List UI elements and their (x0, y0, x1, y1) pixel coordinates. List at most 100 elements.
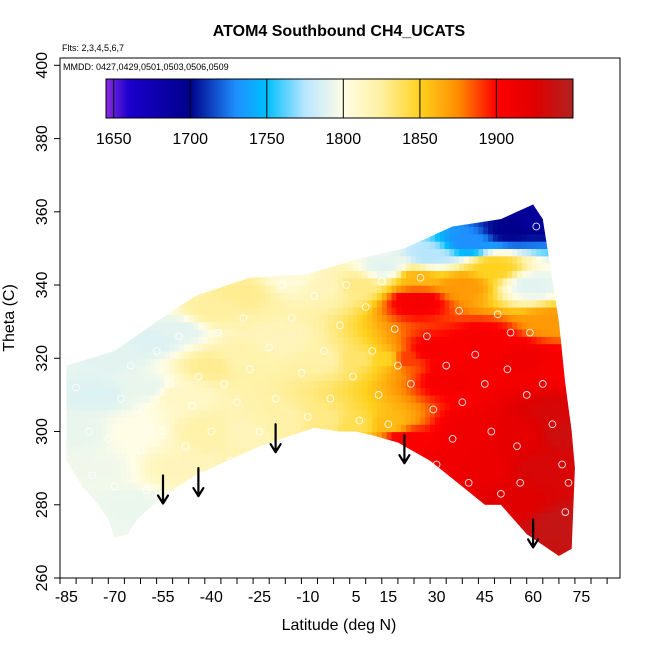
heatmap-cell (294, 255, 301, 264)
heatmap-cell (401, 372, 407, 381)
heatmap-cell (188, 526, 195, 535)
heatmap-cell (463, 211, 470, 220)
heatmap-cell (227, 497, 233, 506)
heatmap-cell (299, 541, 306, 550)
heatmap-cell (449, 416, 455, 425)
heatmap-cell (323, 504, 330, 513)
heatmap-cell (237, 263, 243, 271)
heatmap-cell (241, 285, 248, 293)
heatmap-cell (381, 365, 388, 374)
heatmap-cell (77, 241, 84, 250)
heatmap-cell (478, 358, 484, 367)
heatmap-cell (97, 241, 103, 250)
heatmap-cell (222, 497, 228, 506)
heatmap-cell (502, 343, 508, 352)
heatmap-cell (328, 292, 335, 301)
heatmap-cell (372, 350, 378, 359)
heatmap-cell (150, 365, 156, 374)
heatmap-cell (125, 241, 132, 250)
heatmap-cell (410, 263, 417, 271)
heatmap-cell (140, 416, 146, 425)
heatmap-cell (140, 307, 146, 315)
heatmap-cell (483, 497, 489, 506)
heatmap-cell (275, 541, 282, 550)
heatmap-cell (517, 424, 523, 433)
heatmap-cell (77, 438, 84, 447)
heatmap-cell (145, 438, 151, 447)
heatmap-cell (294, 285, 301, 293)
heatmap-cell (488, 504, 494, 513)
heatmap-cell (420, 460, 426, 469)
heatmap-cell (72, 350, 79, 359)
heatmap-cell (280, 270, 286, 279)
heatmap-cell (261, 416, 267, 425)
heatmap-cell (319, 204, 325, 206)
heatmap-cell (280, 556, 285, 564)
heatmap-cell (241, 307, 248, 315)
heatmap-cell (497, 248, 504, 257)
heatmap-cell (217, 460, 224, 469)
heatmap-cell (125, 519, 132, 528)
heatmap-cell (333, 526, 339, 535)
heatmap-cell (106, 285, 113, 293)
heatmap-cell (212, 446, 219, 455)
heatmap-cell (265, 380, 272, 389)
heatmap-cell (415, 204, 422, 213)
heatmap-cell (97, 409, 103, 418)
heatmap-cell (401, 365, 407, 374)
heatmap-cell (294, 321, 301, 330)
heatmap-cell (444, 416, 451, 425)
heatmap-cell (323, 350, 330, 359)
heatmap-cell (159, 321, 166, 330)
heatmap-cell (198, 409, 204, 418)
heatmap-cell (463, 519, 470, 528)
heatmap-cell (415, 468, 422, 477)
heatmap-cell (430, 292, 436, 301)
heatmap-cell (434, 468, 441, 477)
heatmap-cell (188, 512, 195, 520)
heatmap-cell (246, 219, 253, 228)
heatmap-cell (82, 402, 88, 411)
heatmap-cell (174, 504, 180, 513)
heatmap-cell (222, 328, 228, 337)
heatmap-cell (270, 255, 277, 264)
heatmap-cell (198, 519, 204, 528)
heatmap-cell (372, 387, 378, 396)
heatmap-cell (420, 372, 426, 381)
heatmap-cell (492, 519, 499, 528)
heatmap-cell (121, 424, 127, 433)
heatmap-cell (154, 504, 161, 513)
heatmap-cell (521, 468, 528, 477)
heatmap-cell (444, 277, 451, 286)
heatmap-cell (150, 519, 156, 528)
heatmap-cell (174, 387, 180, 396)
heatmap-cell (478, 416, 484, 425)
heatmap-cell (323, 526, 330, 535)
heatmap-cell (188, 233, 195, 242)
heatmap-cell (285, 248, 291, 257)
heatmap-cell (333, 446, 339, 455)
heatmap-cell (101, 475, 108, 484)
heatmap-cell (405, 512, 412, 520)
heatmap-cell (106, 211, 113, 220)
heatmap-cell (410, 365, 417, 374)
heatmap-cell (493, 556, 498, 564)
heatmap-cell (265, 365, 272, 374)
heatmap-cell (280, 233, 286, 242)
heatmap-cell (280, 299, 286, 308)
heatmap-cell (179, 204, 185, 206)
heatmap-cell (521, 241, 528, 250)
heatmap-cell (377, 460, 383, 469)
heatmap-cell (483, 365, 489, 374)
heatmap-cell (362, 248, 368, 257)
heatmap-cell (343, 475, 349, 484)
heatmap-cell (275, 416, 282, 425)
heatmap-cell (405, 219, 412, 228)
heatmap-cell (140, 263, 146, 271)
heatmap-cell (522, 556, 527, 564)
heatmap-cell (241, 328, 248, 337)
heatmap-cell (280, 512, 286, 520)
heatmap-cell (150, 548, 156, 556)
heatmap-cell (72, 299, 79, 308)
heatmap-cell (521, 416, 528, 425)
